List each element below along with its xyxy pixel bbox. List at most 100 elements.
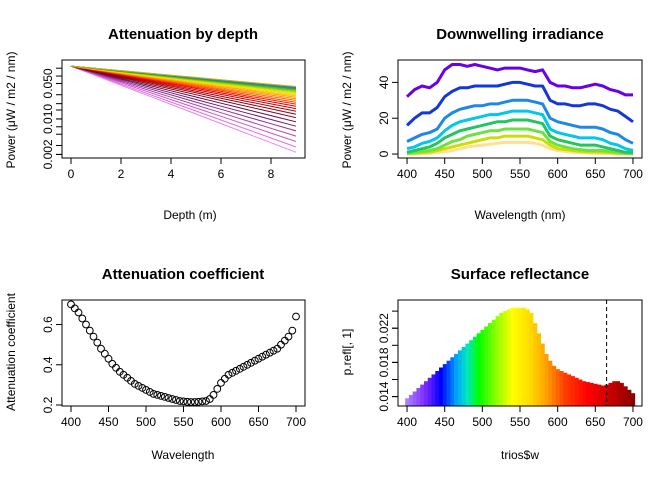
- reflectance-bar: [518, 307, 523, 406]
- data-point: [172, 396, 180, 404]
- data-point: [104, 354, 113, 363]
- y-tick-label: 0.018: [377, 347, 391, 377]
- reflectance-bar: [585, 382, 590, 406]
- x-axis-label: trios$w: [501, 448, 539, 462]
- panel-attenuation-coefficient: Attenuation coefficient Wavelength Atten…: [4, 266, 306, 462]
- reflectance-bar: [597, 384, 602, 406]
- data-point: [243, 360, 252, 369]
- data-point: [108, 359, 117, 368]
- chart-title: Surface reflectance: [451, 266, 589, 283]
- reflectance-bar: [439, 367, 444, 406]
- x-tick-label: 650: [248, 415, 268, 429]
- data-point: [153, 391, 162, 399]
- data-point: [213, 385, 222, 393]
- data-point: [74, 308, 83, 317]
- chart-title: Attenuation coefficient: [102, 266, 265, 283]
- data-point: [160, 393, 169, 401]
- irradiance-line: [406, 98, 634, 145]
- y-tick-label: 0.010: [41, 104, 55, 134]
- depth-profile-line: [70, 65, 297, 132]
- y-tick-label: 40: [377, 75, 391, 89]
- data-point: [269, 346, 278, 355]
- y-tick-label: 20: [377, 111, 391, 125]
- data-point: [217, 379, 225, 387]
- reflectance-bar: [503, 311, 508, 406]
- x-axis-label: Wavelength (nm): [475, 208, 566, 222]
- data-point: [262, 350, 270, 359]
- data-point: [198, 397, 207, 406]
- reflectance-bar: [514, 307, 519, 406]
- reflectance-bar: [484, 326, 489, 406]
- reflectance-bar: [405, 398, 410, 406]
- reflectance-bar: [631, 393, 636, 406]
- data-point: [194, 397, 203, 406]
- reflectance-bar: [548, 360, 553, 406]
- irradiance-line: [406, 127, 634, 155]
- depth-profile-line: [70, 65, 297, 153]
- data-point: [280, 336, 289, 345]
- data-point: [145, 388, 154, 396]
- depth-profile-line: [70, 65, 297, 148]
- reflectance-bar: [616, 381, 621, 406]
- x-tick-label: 8: [268, 167, 275, 181]
- x-tick-label: 600: [211, 415, 231, 429]
- x-tick-label: 650: [585, 415, 605, 429]
- reflectance-bar: [412, 391, 417, 406]
- x-tick-label: 400: [61, 415, 81, 429]
- reflectance-bar: [608, 382, 613, 406]
- data-point: [220, 374, 229, 383]
- reflectance-bar: [499, 312, 504, 406]
- reflectance-bar: [431, 374, 436, 406]
- reflectance-bar: [623, 386, 628, 406]
- data-point: [265, 348, 274, 357]
- data-point: [247, 358, 255, 367]
- data-point: [78, 314, 87, 323]
- chart-title: Downwelling irradiance: [436, 26, 604, 43]
- reflectance-bar: [408, 394, 413, 406]
- y-tick-label: 0.4: [41, 356, 55, 373]
- reflectance-bar: [472, 336, 477, 406]
- depth-profile-line: [70, 65, 297, 123]
- x-tick-label: 650: [585, 167, 605, 181]
- data-point: [85, 326, 94, 335]
- irradiance-line: [406, 134, 634, 156]
- data-point: [254, 354, 263, 363]
- reflectance-bar: [533, 323, 538, 406]
- reflectance-bar: [552, 365, 557, 406]
- reflectance-bar: [435, 371, 440, 406]
- y-tick-label: 0.050: [41, 68, 55, 98]
- panel-attenuation-by-depth: Attenuation by depth Depth (m) Power (μW…: [4, 26, 306, 222]
- y-tick-label: 0.022: [377, 313, 391, 343]
- depth-profile-line: [70, 65, 297, 127]
- reflectance-bar: [423, 381, 429, 406]
- reflectance-bar: [476, 333, 481, 406]
- reflectance-bar: [604, 384, 609, 406]
- data-points: [67, 300, 300, 406]
- reflectance-bar: [465, 343, 470, 406]
- data-point: [224, 370, 233, 379]
- reflectance-bar: [627, 389, 632, 406]
- x-axis-label: Depth (m): [163, 208, 216, 222]
- reflectance-bar: [454, 353, 459, 406]
- x-tick-label: 550: [510, 415, 530, 429]
- reflectance-bar: [529, 312, 534, 406]
- reflectance-bar: [416, 388, 421, 406]
- data-point: [149, 390, 158, 398]
- data-point: [292, 312, 300, 321]
- reflectance-bar: [495, 316, 500, 406]
- data-point: [179, 397, 188, 406]
- x-tick-label: 450: [435, 415, 455, 429]
- y-axis-label: Power (μW / m2 / nm): [340, 52, 354, 169]
- reflectance-bar: [506, 309, 511, 406]
- x-tick-label: 450: [435, 167, 455, 181]
- irradiance-line: [405, 63, 633, 98]
- data-point: [100, 349, 109, 358]
- reflectance-bar: [567, 374, 572, 406]
- data-point: [250, 356, 259, 365]
- reflectance-bar: [559, 371, 564, 406]
- x-tick-label: 2: [118, 167, 125, 181]
- y-axis-label: p.refl[, 1]: [340, 329, 354, 376]
- reflectance-bar: [570, 376, 575, 406]
- y-tick-label: 0.002: [41, 139, 55, 169]
